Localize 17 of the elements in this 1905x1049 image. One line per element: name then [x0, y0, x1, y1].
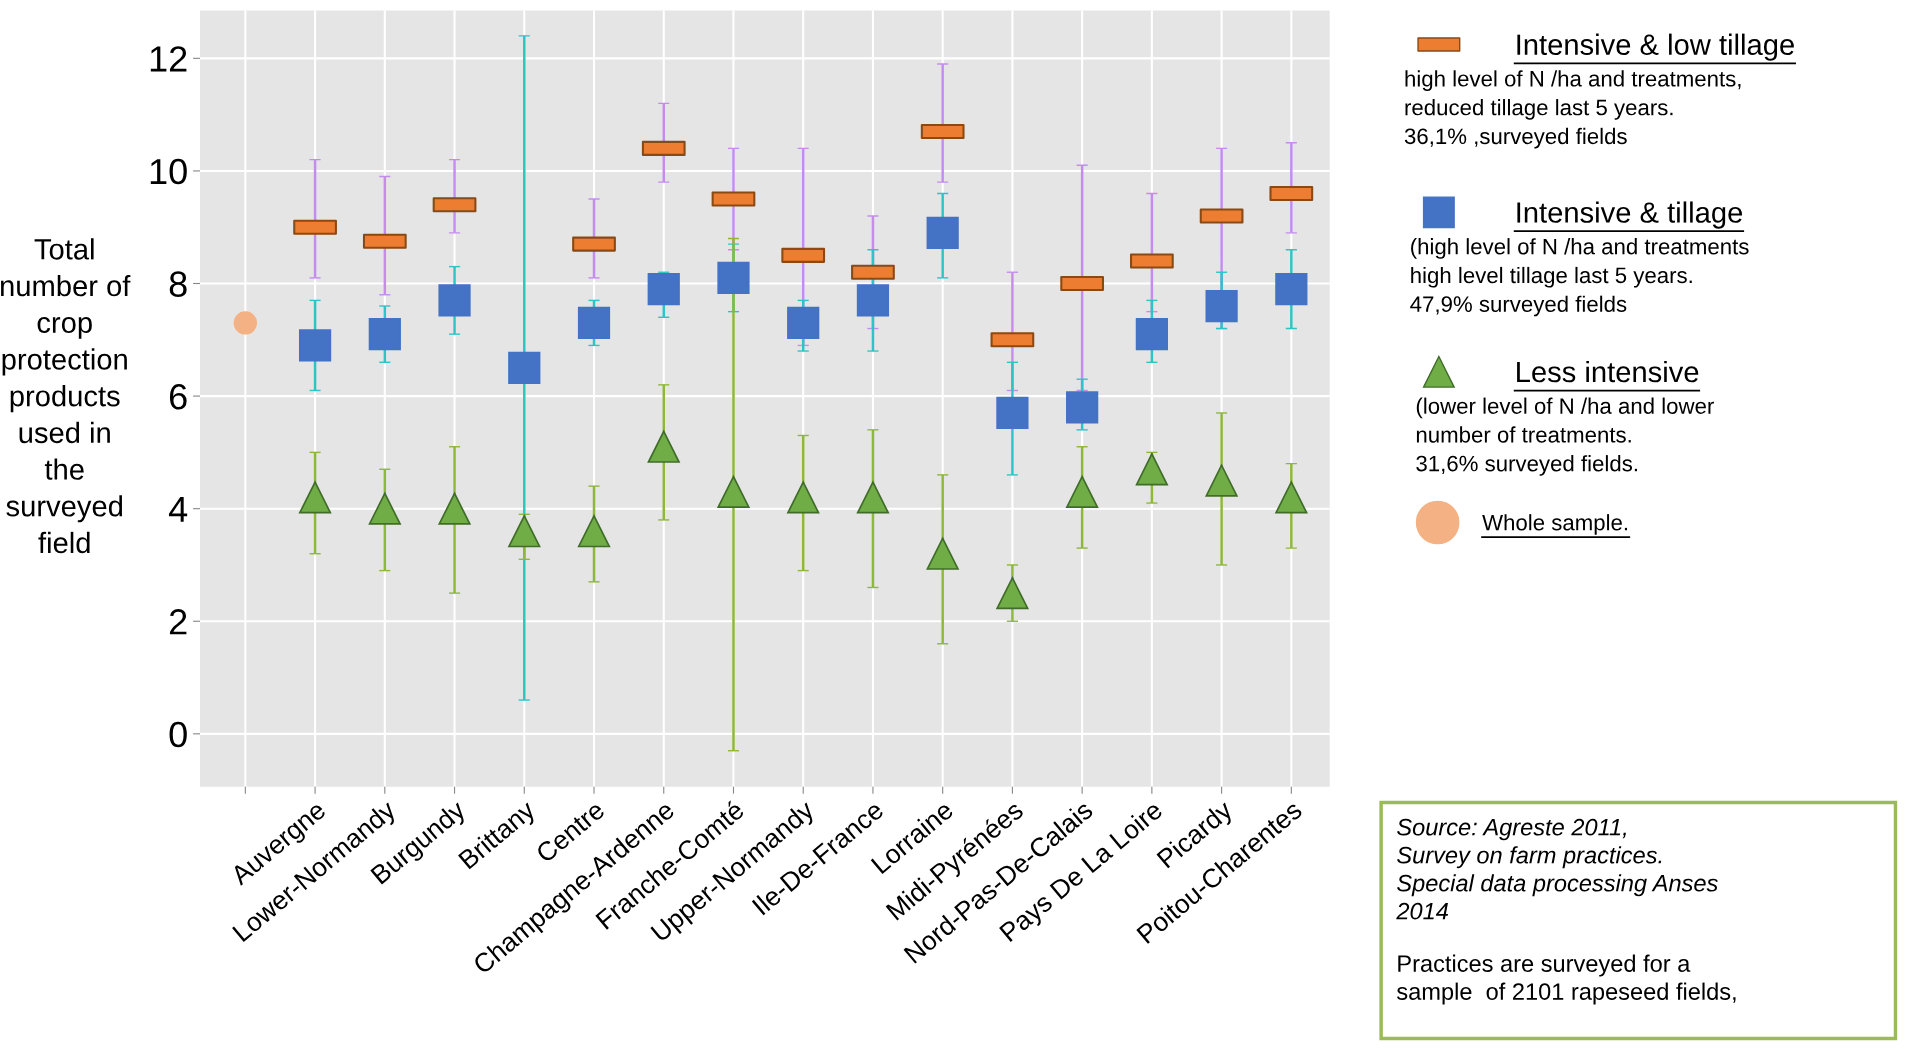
text: (lower level of N /ha and lower number of treatments. 31,6% surveyed fields. [1416, 397, 1714, 476]
legend-label: Intensive & low tillage [1517, 33, 1794, 61]
legend-label: Whole sample. [1482, 514, 1628, 535]
y-tick-label: 8 [169, 271, 187, 297]
y-tick-label: 4 [168, 496, 188, 522]
text: (high level of N /ha and treatments high level tillage last 5 years. 47,9% surveyed fields [1410, 238, 1749, 317]
y-tick-label: 0 [169, 721, 187, 748]
y-tick-label: 6 [169, 383, 187, 410]
y-tick-label: 10 [150, 158, 187, 185]
text: Total number of crop protection products used in the surveyed field [1, 238, 131, 554]
legend-label: Less intensive [1517, 360, 1699, 383]
text: Practices are surveyed for a sample of 2101 rapeseed fields, [1397, 954, 1736, 1005]
y-tick-label: 12 [150, 46, 187, 72]
legend-label: Intensive & tillage [1517, 201, 1743, 229]
y-tick-label: 2 [169, 609, 187, 635]
text: high level of N /ha and treatments, reduced tillage last 5 years. 36,1% ,surveyed fields [1404, 70, 1741, 149]
source-note: Source: Agreste 2011, Survey on farm practices. Special data processing Anses 2014 [1396, 818, 1718, 920]
